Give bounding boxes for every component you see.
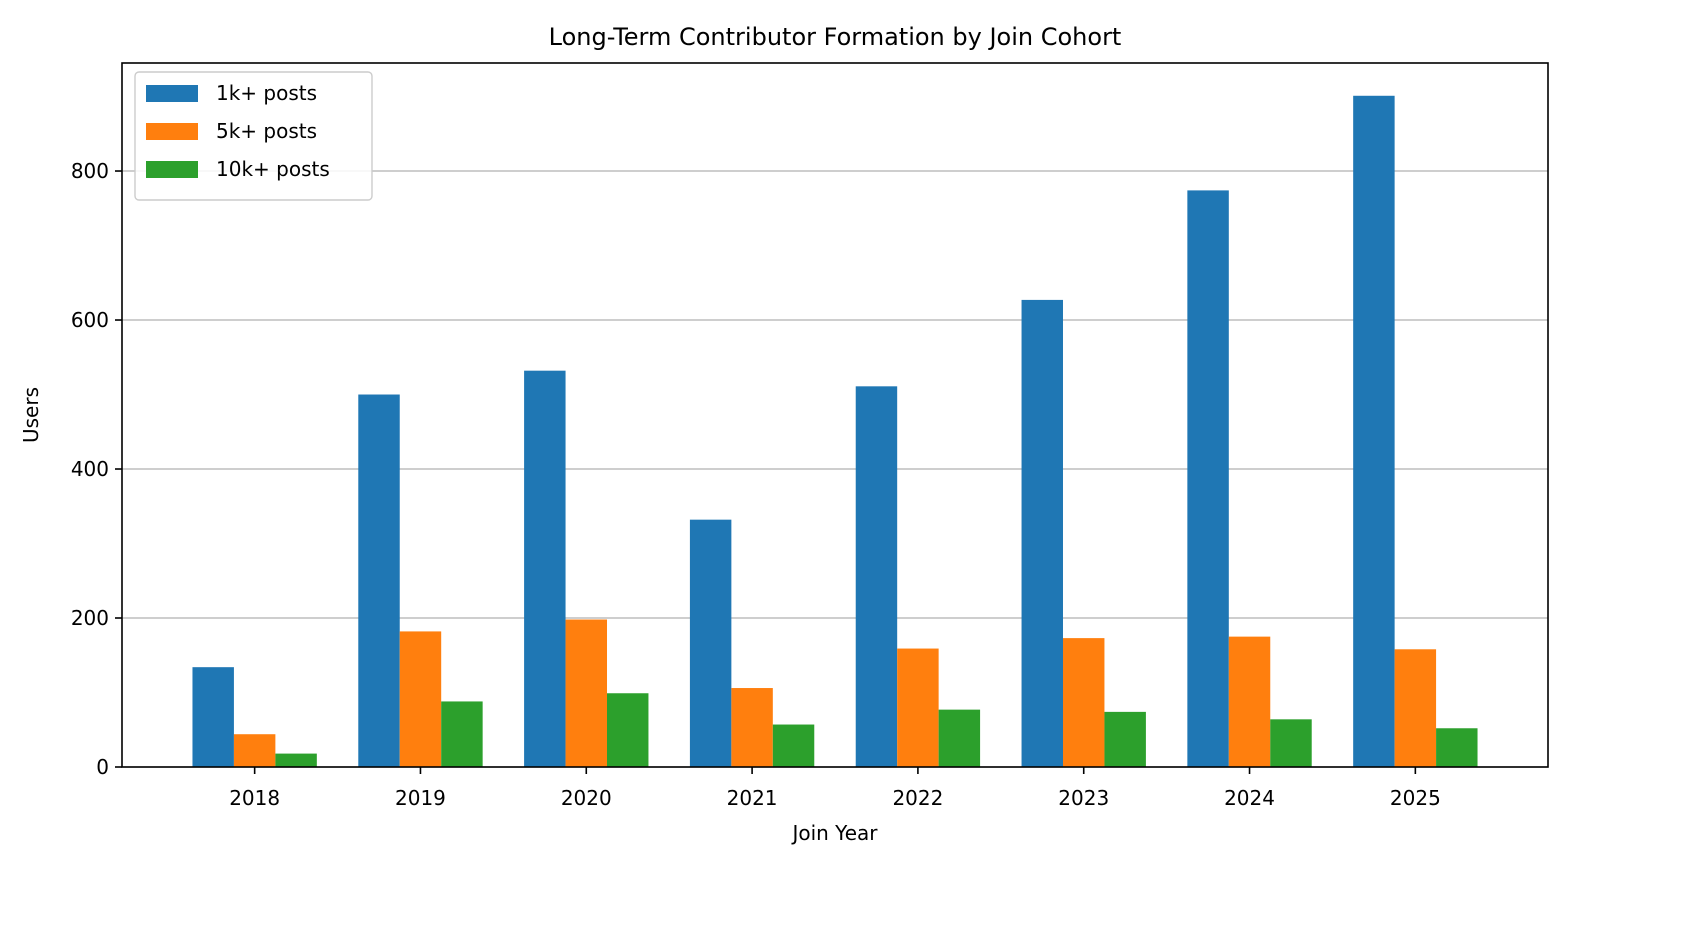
legend-label-5k-posts: 5k+ posts	[216, 119, 317, 143]
bar-1k-posts-2022	[855, 386, 898, 767]
y-tick-label-3: 600	[71, 308, 109, 332]
bar-10k-posts-2019	[441, 701, 483, 767]
gridlines	[122, 170, 1548, 768]
bar-10k-posts-2024	[1270, 719, 1312, 767]
bar-5k-posts-2021	[731, 688, 773, 767]
bar-1k-posts-2019	[358, 394, 400, 767]
bar-10k-posts-2018	[275, 753, 317, 767]
bar-5k-posts-2025	[1394, 649, 1437, 767]
x-tick-label-2021: 2021	[727, 786, 778, 810]
legend-swatch-10k-posts	[146, 161, 198, 178]
y-axis: 0 200 400 600 800	[71, 159, 122, 779]
bar-5k-posts-2024	[1228, 636, 1271, 767]
x-tick-label-2020: 2020	[561, 786, 612, 810]
x-tick-label-2023: 2023	[1058, 786, 1109, 810]
bar-1k-posts-2025	[1353, 95, 1395, 768]
x-tick-label-2019: 2019	[395, 786, 446, 810]
x-tick-label-2018: 2018	[229, 786, 280, 810]
legend-swatch-5k-posts	[146, 123, 198, 140]
bar-1k-posts-2020	[524, 370, 566, 767]
bar-10k-posts-2021	[772, 724, 815, 767]
y-axis-label: Users	[19, 387, 43, 443]
bar-5k-posts-2018	[233, 734, 276, 767]
bar-5k-posts-2022	[897, 648, 939, 767]
bar-1k-posts-2018	[192, 667, 234, 767]
bars	[192, 95, 1478, 768]
x-axis-label: Join Year	[790, 821, 878, 845]
bar-10k-posts-2023	[1104, 711, 1146, 767]
x-tick-label-2022: 2022	[892, 786, 943, 810]
plot-frame	[121, 62, 1549, 768]
bar-10k-posts-2020	[607, 693, 649, 767]
bar-10k-posts-2022	[938, 709, 981, 767]
legend: 1k+ posts 5k+ posts 10k+ posts	[134, 71, 373, 201]
x-tick-label-2025: 2025	[1390, 786, 1441, 810]
chart-title: Long-Term Contributor Formation by Join …	[549, 23, 1122, 51]
legend-swatch-1k-posts	[146, 85, 198, 102]
y-tick-label-2: 400	[71, 457, 109, 481]
bar-1k-posts-2024	[1187, 190, 1229, 767]
bar-1k-posts-2023	[1021, 299, 1063, 767]
y-tick-label-4: 800	[71, 159, 109, 183]
x-axis: 2018 2019 2020 2021 2022 2023 2024 2025	[229, 767, 1441, 810]
bar-5k-posts-2019	[399, 631, 442, 767]
legend-label-1k-posts: 1k+ posts	[216, 81, 317, 105]
bar-5k-posts-2023	[1062, 638, 1105, 767]
x-tick-label-2024: 2024	[1224, 786, 1275, 810]
bar-1k-posts-2021	[689, 519, 732, 767]
bar-10k-posts-2025	[1436, 728, 1478, 767]
y-tick-label-1: 200	[71, 606, 109, 630]
legend-label-10k-posts: 10k+ posts	[216, 157, 330, 181]
y-tick-label-0: 0	[96, 755, 109, 779]
bar-5k-posts-2020	[565, 619, 608, 767]
